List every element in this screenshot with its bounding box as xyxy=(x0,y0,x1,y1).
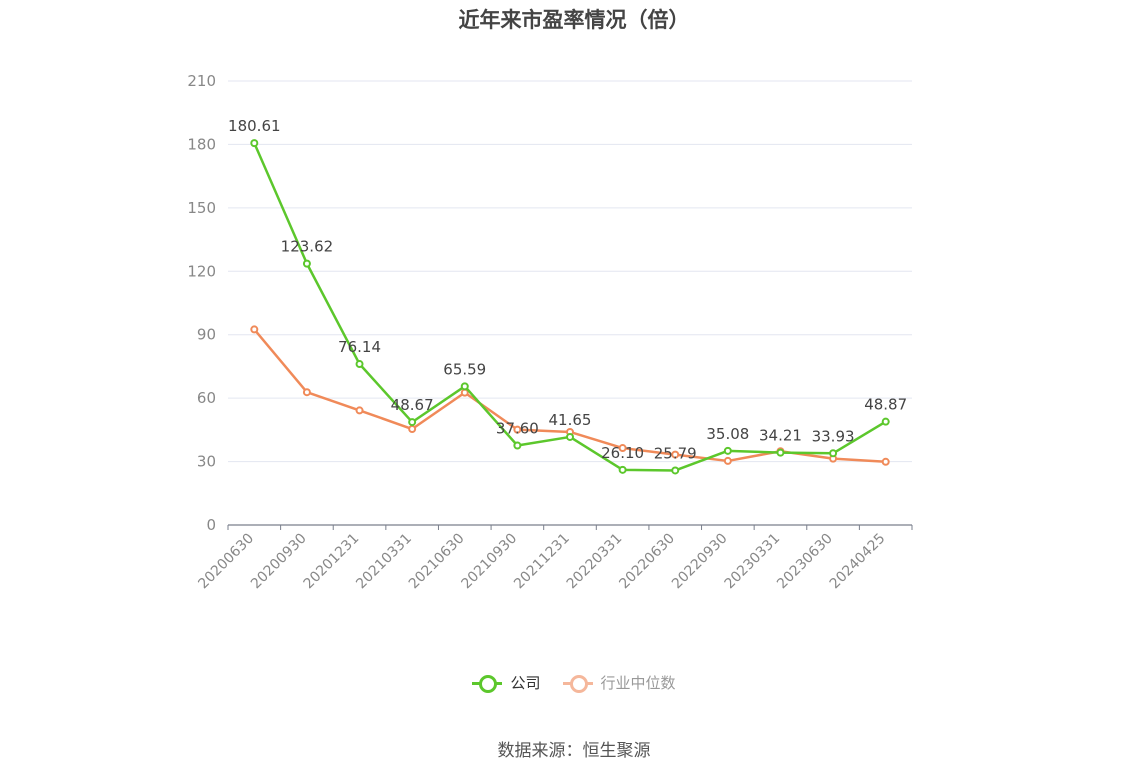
company-data-point xyxy=(408,418,417,427)
company-data-label: 123.62 xyxy=(281,238,334,256)
company-data-point xyxy=(723,446,732,455)
industry-data-point xyxy=(618,444,627,453)
industry-data-point xyxy=(355,406,364,415)
data-source-note: 数据来源：恒生聚源 xyxy=(497,741,651,761)
x-tick-label: 20230630 xyxy=(774,531,836,593)
y-tick-label: 60 xyxy=(197,389,216,407)
industry-data-point xyxy=(723,456,732,465)
company-data-point xyxy=(460,382,469,391)
x-tick-label: 20220630 xyxy=(616,531,678,593)
y-tick-label: 150 xyxy=(187,199,216,217)
y-tick-label: 30 xyxy=(197,453,216,471)
y-tick-label: 210 xyxy=(187,72,216,90)
company-data-point xyxy=(250,139,259,148)
x-tick-label: 20210930 xyxy=(459,531,521,593)
company-data-point xyxy=(829,449,838,458)
x-tick-label: 20210630 xyxy=(406,531,468,593)
company-data-point xyxy=(513,441,522,450)
x-tick-label: 20240425 xyxy=(827,531,889,593)
chart-legend: 公司 行业中位数 xyxy=(0,672,1148,693)
x-tick-label: 20200930 xyxy=(248,531,310,593)
company-data-point xyxy=(355,360,364,369)
industry-data-point xyxy=(302,388,311,397)
company-data-label: 34.21 xyxy=(759,427,802,445)
company-data-label: 48.67 xyxy=(391,396,434,414)
x-tick-label: 20200630 xyxy=(195,531,257,593)
company-data-point xyxy=(776,448,785,457)
y-tick-label: 0 xyxy=(206,516,216,534)
company-data-point xyxy=(881,417,890,426)
legend-item-company[interactable]: 公司 xyxy=(472,672,541,693)
x-tick-label: 20230331 xyxy=(722,531,784,593)
chart-title: 近年来市盈率情况（倍） xyxy=(458,8,690,32)
industry-data-point xyxy=(250,325,259,334)
legend-company-label: 公司 xyxy=(510,674,541,692)
company-data-label: 48.87 xyxy=(864,396,907,414)
x-tick-label: 20210331 xyxy=(353,531,415,593)
industry-data-point xyxy=(408,425,417,434)
company-data-label: 65.59 xyxy=(443,360,486,378)
company-data-point xyxy=(671,466,680,475)
company-data-label: 26.10 xyxy=(601,444,644,462)
company-data-label: 37.60 xyxy=(496,420,539,438)
company-data-point xyxy=(566,432,574,441)
company-data-label: 180.61 xyxy=(228,117,281,135)
company-data-point xyxy=(618,465,627,474)
company-data-label: 41.65 xyxy=(549,411,592,429)
x-tick-label: 20201231 xyxy=(301,531,363,593)
company-data-label: 76.14 xyxy=(338,338,381,356)
legend-industry-label: 行业中位数 xyxy=(600,674,676,692)
company-data-point xyxy=(302,259,311,268)
x-tick-label: 20220331 xyxy=(564,531,626,593)
industry-data-point xyxy=(671,450,680,459)
legend-item-industry[interactable]: 行业中位数 xyxy=(562,672,676,693)
y-tick-label: 180 xyxy=(187,135,216,153)
legend-company-marker xyxy=(472,674,503,693)
x-tick-label: 20211231 xyxy=(511,531,573,593)
legend-industry-marker xyxy=(562,674,593,693)
y-tick-label: 90 xyxy=(197,326,216,344)
company-data-label: 25.79 xyxy=(654,444,697,462)
y-tick-label: 120 xyxy=(187,262,216,280)
industry-data-point xyxy=(513,425,522,434)
company-data-label: 35.08 xyxy=(706,425,749,443)
industry-data-point xyxy=(881,457,890,466)
company-data-label: 33.93 xyxy=(812,427,855,445)
x-tick-label: 20220930 xyxy=(669,531,731,593)
